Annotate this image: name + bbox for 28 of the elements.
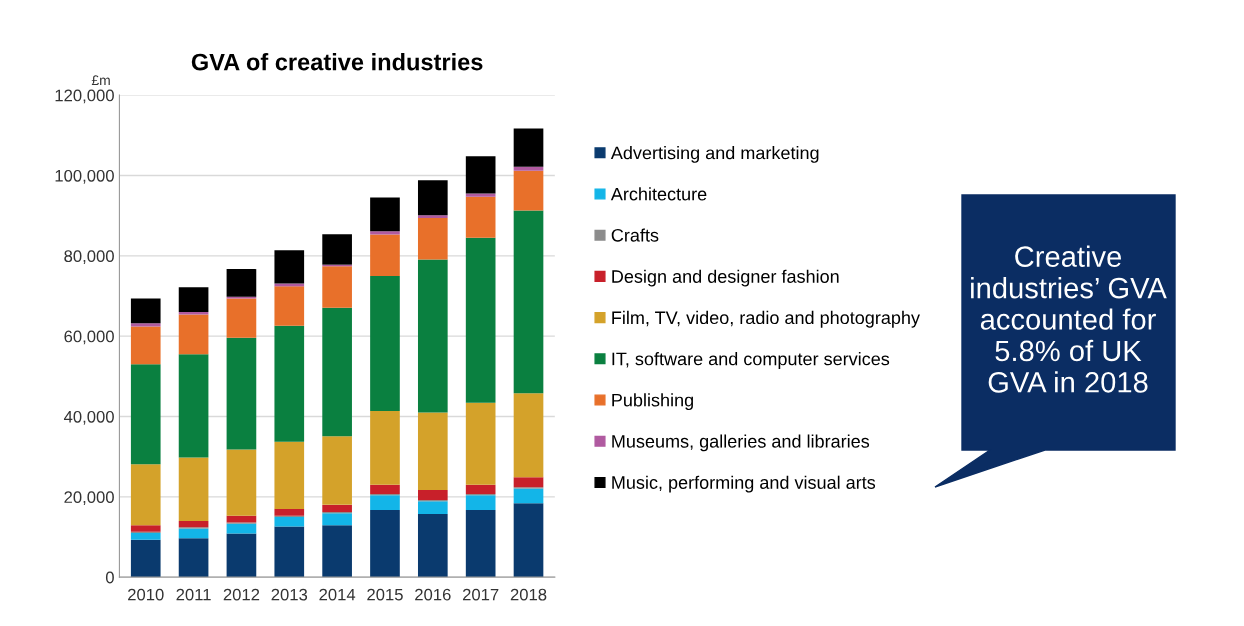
x-tick-label: 2017 — [462, 588, 499, 601]
x-tick-label: 2015 — [367, 588, 403, 601]
x-tick-label: 2014 — [319, 588, 356, 601]
x-tick-label: 2018 — [510, 588, 547, 601]
x-tick-label: 2013 — [271, 588, 308, 601]
legend-label: Museums, galleries and libraries — [612, 434, 870, 452]
y-tick-label: 80,000 — [64, 250, 114, 264]
legend-label: Advertising and marketing — [610, 146, 819, 163]
y-tick-label: 20,000 — [64, 491, 114, 506]
x-tick-label: 2011 — [176, 588, 211, 601]
y-tick-label: 100,000 — [55, 169, 114, 184]
legend-label: IT, software and computer services — [612, 352, 890, 369]
x-tick-label: 2010 — [128, 588, 164, 601]
y-tick-label: 60,000 — [64, 330, 114, 345]
y-tick-label: 0 — [105, 571, 114, 584]
legend-label: Design and designer fashion — [612, 269, 839, 287]
y-tick-label: 120,000 — [55, 89, 114, 104]
y-tick-label: 40,000 — [63, 410, 114, 425]
legend-label: Architecture — [610, 187, 707, 201]
text: Creative industries’ GVA accounted for 5.8% of UK GVA in 2018 — [971, 245, 1167, 393]
legend-label: Publishing — [612, 393, 693, 411]
y-axis-title: £m — [91, 75, 110, 86]
x-tick-label: 2012 — [223, 588, 260, 601]
chart-title: GVA of creative industries — [191, 53, 483, 71]
legend-label: Music, performing and visual arts — [612, 475, 876, 493]
legend-label: Film, TV, video, radio and photography — [612, 310, 920, 328]
x-tick-label: 2016 — [415, 588, 451, 601]
legend-label: Crafts — [611, 228, 659, 242]
